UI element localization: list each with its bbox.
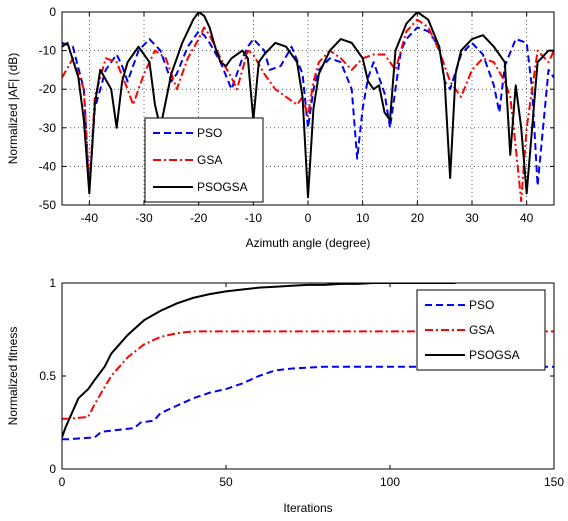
x-tick-label: 0	[59, 475, 66, 489]
y-tick-label: -50	[39, 198, 57, 212]
series-line-pso	[62, 365, 554, 441]
legend-label-gsa: GSA	[197, 153, 222, 167]
x-tick-label: -30	[135, 211, 153, 225]
y-axis-label: Normalized fitness	[6, 327, 20, 426]
x-tick-label: -10	[245, 211, 263, 225]
y-axis-label: Normalized |AF| (dB)	[6, 53, 20, 165]
x-axis-label: Iterations	[283, 501, 332, 515]
legend-label-gsa: GSA	[469, 323, 494, 337]
x-tick-label: 100	[380, 475, 400, 489]
series-line-psogsa	[62, 12, 554, 199]
legend-label-pso: PSO	[197, 126, 222, 140]
y-tick-label: -30	[39, 121, 57, 135]
y-tick-label: 0	[49, 462, 56, 476]
x-tick-label: -20	[190, 211, 208, 225]
y-tick-label: 0.5	[39, 369, 56, 383]
x-tick-label: 50	[219, 475, 233, 489]
chart-1: -40 -30 -20 -10 0 10 20 30 40 0 -10 -20 -30 -40 -50 Azi…	[6, 5, 555, 250]
chart-2: 0 50 100 150 0 0.5 1 Iterations Normalized fitne…	[6, 276, 564, 515]
legend-box	[416, 289, 546, 371]
y-tick-label: -40	[39, 159, 57, 173]
series-line-pso	[62, 26, 554, 191]
legend-label-psogsa: PSOGSA	[469, 348, 520, 362]
series-line-gsa	[62, 18, 554, 203]
series-line-psogsa	[62, 283, 456, 438]
x-tick-label: 40	[520, 211, 534, 225]
legend-label-pso: PSO	[469, 298, 494, 312]
y-tick-label: -20	[39, 82, 57, 96]
y-tick-label: 1	[49, 276, 56, 290]
x-axis-label: Azimuth angle (degree)	[246, 236, 371, 250]
x-tick-label: -40	[81, 211, 99, 225]
x-tick-label: 150	[544, 475, 564, 489]
x-tick-label: 10	[356, 211, 370, 225]
y-tick-label: 0	[49, 5, 56, 19]
x-tick-label: 0	[305, 211, 312, 225]
y-tick-label: -10	[39, 44, 57, 58]
legend-label-psogsa: PSOGSA	[197, 180, 248, 194]
x-tick-label: 30	[465, 211, 479, 225]
x-tick-label: 20	[411, 211, 425, 225]
